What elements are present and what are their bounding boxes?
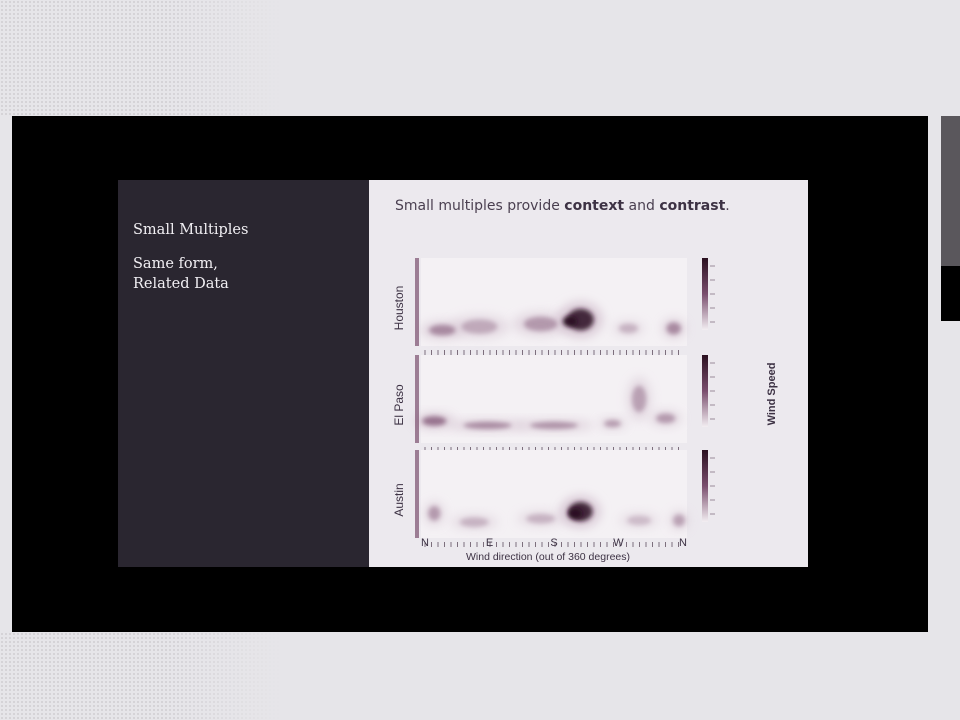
- slide-subtitle-line2: Related Data: [133, 276, 229, 292]
- slide-heading: Small multiples provide context and cont…: [395, 198, 730, 214]
- density-blob: [673, 514, 686, 527]
- x-tick-label: N: [421, 537, 429, 549]
- density-blob: [530, 421, 578, 429]
- x-axis-label: Wind direction (out of 360 degrees): [466, 551, 630, 563]
- panel-rug: [415, 258, 419, 346]
- panel-label: El Paso: [392, 384, 406, 426]
- slide-right-panel: Small multiples provide context and cont…: [369, 180, 808, 567]
- color-scale-bar: [702, 450, 708, 522]
- density-blob: [459, 517, 489, 527]
- density-blob: [461, 319, 498, 334]
- heading-bold-contrast: contrast: [659, 198, 726, 214]
- density-blob: [666, 322, 681, 335]
- color-legend-label: Wind Speed: [766, 363, 778, 426]
- density-blob: [526, 513, 556, 524]
- panel-label: Austin: [392, 483, 406, 516]
- density-blob: [627, 515, 652, 526]
- x-tick-label: N: [679, 537, 687, 549]
- presentation-slide: Small Multiples Same form, Related Data …: [118, 180, 808, 567]
- density-blob: [428, 506, 441, 521]
- slide-subtitle-line1: Same form,: [133, 256, 218, 272]
- density-blob: [604, 420, 621, 428]
- slide-title: Small Multiples: [133, 222, 249, 238]
- density-blob: [562, 315, 578, 327]
- heading-text: .: [725, 198, 730, 214]
- panel-rug: [415, 355, 419, 443]
- small-multiples-chart: Houston El Paso Austin N E S W N Wind direction …: [392, 258, 778, 563]
- adjacent-slide-thumbnail[interactable]: [941, 116, 960, 321]
- density-blob: [463, 421, 512, 429]
- heading-bold-context: context: [564, 198, 625, 214]
- color-scale-bar: [702, 355, 708, 427]
- heading-text: and: [624, 198, 660, 214]
- panel-rug: [415, 450, 419, 538]
- panel-austin: Austin: [392, 450, 715, 547]
- x-tick-label: S: [550, 537, 557, 549]
- heading-text: Small multiples provide: [395, 198, 565, 214]
- x-tick-label: W: [613, 537, 624, 549]
- density-blob: [523, 316, 558, 332]
- density-blob: [429, 324, 456, 336]
- slide-left-panel: Small Multiples Same form, Related Data: [118, 180, 369, 567]
- panel-el-paso: El Paso: [392, 355, 715, 452]
- density-blob: [422, 416, 447, 426]
- color-scale-bar: [702, 258, 708, 330]
- panel-houston: Houston: [392, 258, 715, 355]
- density-blob: [618, 323, 639, 334]
- background-pattern-top: [0, 0, 280, 116]
- background-pattern-bottom: [0, 632, 280, 720]
- density-blob: [568, 507, 583, 519]
- density-blob: [631, 385, 647, 413]
- panel-label: Houston: [392, 286, 406, 331]
- density-blob: [656, 413, 676, 424]
- x-tick-label: E: [486, 537, 493, 549]
